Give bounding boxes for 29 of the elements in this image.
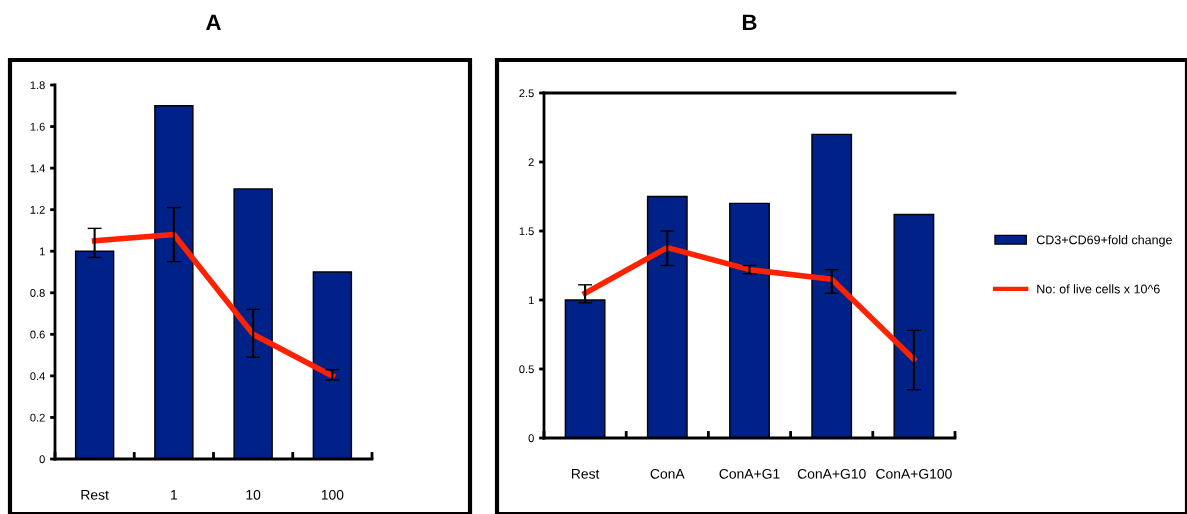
y-tick-label: 1 (528, 296, 534, 305)
y-tick-label: 0 (528, 434, 534, 443)
y-tick-label: 0.8 (30, 289, 45, 297)
legend-label: CD3+CD69+fold change (1036, 235, 1172, 247)
x-tick-label: ConA+G1 (719, 468, 780, 479)
x-tick-label: Rest (81, 490, 109, 500)
y-tick-label: 1.6 (30, 122, 45, 131)
y-tick-label: 1.2 (30, 205, 45, 214)
x-tick-label: ConA (650, 468, 685, 479)
y-tick-label: 1.8 (30, 81, 45, 90)
legend-label: No: of live cells x 10^6 (1037, 284, 1160, 294)
chart-title: B (742, 14, 757, 30)
x-tick-label: ConA+G10 (797, 468, 866, 479)
y-tick-label: 1 (39, 247, 45, 256)
y-tick-label: 0.6 (30, 330, 45, 339)
y-tick-label: 1.4 (30, 164, 45, 173)
x-tick-label: ConA+G100 (876, 468, 952, 479)
x-tick-label: 100 (321, 489, 344, 500)
y-tick-label: 0.2 (30, 413, 45, 422)
x-tick-label: Rest (571, 469, 600, 479)
chart-title: A (206, 14, 221, 30)
y-tick-label: 0.5 (519, 365, 534, 374)
y-tick-label: 0 (39, 455, 45, 464)
y-tick-label: 1.5 (519, 227, 534, 236)
x-tick-label: 1 (171, 490, 178, 500)
y-tick-label: 2.5 (519, 89, 534, 98)
y-tick-label: 2 (528, 158, 534, 167)
x-tick-label: 10 (246, 489, 261, 500)
y-tick-label: 0.4 (30, 372, 45, 381)
